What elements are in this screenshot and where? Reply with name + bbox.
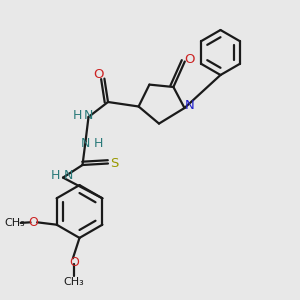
Text: O: O: [28, 215, 38, 229]
Text: CH₃: CH₃: [5, 218, 26, 228]
Text: S: S: [110, 157, 119, 170]
Text: N: N: [81, 137, 90, 150]
Text: N: N: [84, 109, 93, 122]
Text: O: O: [93, 68, 104, 82]
Text: H: H: [51, 169, 60, 182]
Text: CH₃: CH₃: [63, 277, 84, 287]
Text: O: O: [184, 52, 195, 66]
Text: N: N: [64, 169, 73, 182]
Text: O: O: [69, 256, 79, 269]
Text: H: H: [93, 137, 103, 150]
Text: H: H: [72, 109, 82, 122]
Text: N: N: [185, 99, 195, 112]
